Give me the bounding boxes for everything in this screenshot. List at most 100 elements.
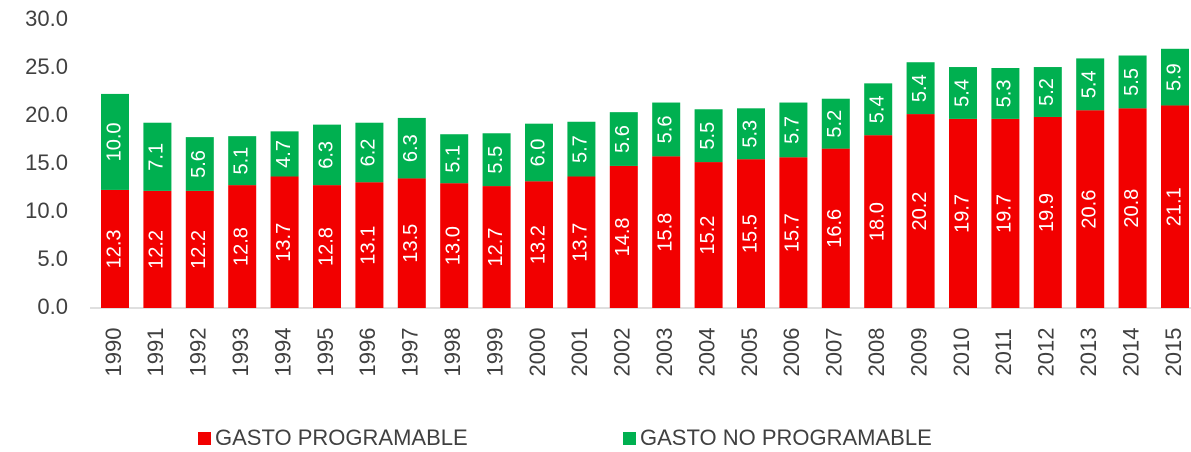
y-tick-label: 0.0 (37, 294, 68, 319)
value-label: 6.3 (400, 134, 422, 162)
bar-segment (440, 134, 469, 184)
value-label: 13.5 (400, 224, 422, 263)
value-label: 20.2 (909, 192, 931, 231)
value-label: 12.2 (188, 230, 210, 269)
value-label: 5.6 (612, 125, 634, 153)
value-label: 12.7 (485, 228, 507, 267)
value-label: 13.7 (273, 223, 295, 262)
x-tick-label: 2007 (822, 328, 847, 377)
value-label: 6.3 (315, 141, 337, 169)
value-label: 12.8 (315, 227, 337, 266)
value-label: 21.1 (1163, 187, 1185, 226)
x-tick-label: 1994 (270, 328, 295, 377)
value-label: 13.7 (570, 223, 592, 262)
legend-swatch (623, 432, 636, 445)
value-label: 5.9 (1163, 63, 1185, 91)
value-label: 15.8 (654, 213, 676, 252)
value-label: 5.4 (909, 74, 931, 102)
bar-segment (1161, 105, 1189, 308)
bar-segment (737, 159, 765, 308)
value-label: 5.3 (739, 120, 761, 148)
y-tick-label: 30.0 (25, 6, 68, 31)
bar-segment (609, 165, 638, 308)
x-tick-label: 1997 (398, 328, 423, 377)
value-label: 10.0 (103, 122, 125, 161)
bar-segment (482, 133, 511, 187)
x-tick-label: 2014 (1118, 328, 1143, 377)
value-label: 15.2 (697, 216, 719, 255)
x-tick-label: 1991 (143, 328, 168, 377)
bar-segment (185, 190, 214, 308)
value-label: 5.2 (824, 110, 846, 138)
y-tick-label: 20.0 (25, 102, 68, 127)
x-tick-label: 2001 (567, 328, 592, 377)
x-tick-label: 2009 (906, 328, 931, 377)
value-label: 5.3 (994, 80, 1016, 108)
bar-segment (1161, 48, 1189, 106)
bar-segment (143, 122, 172, 191)
x-tick-label: 1996 (355, 328, 380, 377)
x-tick-label: 2002 (610, 328, 635, 377)
x-tick-label: 1998 (440, 328, 465, 377)
bar-segment (779, 157, 808, 308)
x-tick-label: 2003 (652, 328, 677, 377)
bar-segment (313, 124, 341, 186)
value-label: 12.8 (230, 227, 252, 266)
value-label: 5.5 (485, 146, 507, 174)
x-tick-label: 2004 (694, 328, 719, 377)
bar-segment (270, 131, 299, 177)
bar-segment (821, 98, 850, 149)
value-label: 14.8 (612, 217, 634, 256)
bar-segment (991, 118, 1020, 308)
bar-segment (482, 186, 511, 308)
legend-label: GASTO NO PROGRAMABLE (640, 425, 932, 450)
value-label: 15.5 (739, 214, 761, 253)
value-label: 5.4 (951, 79, 973, 107)
bar-segment (1076, 58, 1105, 111)
value-label: 13.2 (527, 225, 549, 264)
value-label: 16.6 (824, 209, 846, 248)
bar-segment (652, 102, 681, 157)
bar-segment (1076, 110, 1105, 309)
bar-segment (270, 176, 299, 308)
value-label: 5.6 (654, 116, 676, 144)
x-tick-label: 2010 (949, 328, 974, 377)
bar-segment (609, 112, 638, 166)
value-label: 12.2 (146, 230, 168, 269)
y-tick-label: 15.0 (25, 150, 68, 175)
bar-segment (313, 185, 341, 308)
bar-segment (143, 190, 172, 308)
bar-segment (949, 67, 977, 119)
value-label: 4.7 (273, 140, 295, 168)
bar-segment (1033, 67, 1062, 117)
value-label: 18.0 (866, 202, 888, 241)
y-tick-label: 5.0 (37, 246, 68, 271)
bar-segment (397, 178, 426, 308)
value-label: 5.2 (1036, 78, 1058, 106)
value-label: 5.4 (866, 95, 888, 123)
bar-segment (652, 156, 681, 308)
bar-segment (440, 183, 469, 308)
bar-segment (355, 182, 384, 308)
value-label: 5.7 (782, 116, 804, 144)
bar-segment (101, 93, 129, 190)
value-label: 13.1 (358, 226, 380, 265)
value-label: 5.5 (697, 122, 719, 150)
bar-segment (694, 109, 723, 163)
value-label: 5.1 (230, 147, 252, 175)
value-label: 20.6 (1078, 190, 1100, 229)
legend-swatch (198, 432, 211, 445)
x-tick-label: 2011 (991, 328, 1016, 375)
bar-segment (779, 102, 808, 158)
x-tick-label: 2000 (525, 328, 550, 377)
x-tick-label: 2006 (779, 328, 804, 377)
x-tick-label: 1990 (101, 328, 126, 377)
value-label: 6.2 (358, 139, 380, 167)
bar-segment (567, 121, 596, 177)
bar-segment (821, 148, 850, 308)
legend-label: GASTO PROGRAMABLE (215, 425, 468, 450)
bar-segment (397, 117, 426, 179)
bar-segment (355, 122, 384, 183)
value-label: 5.4 (1078, 70, 1100, 98)
bar-segment (1118, 108, 1147, 308)
